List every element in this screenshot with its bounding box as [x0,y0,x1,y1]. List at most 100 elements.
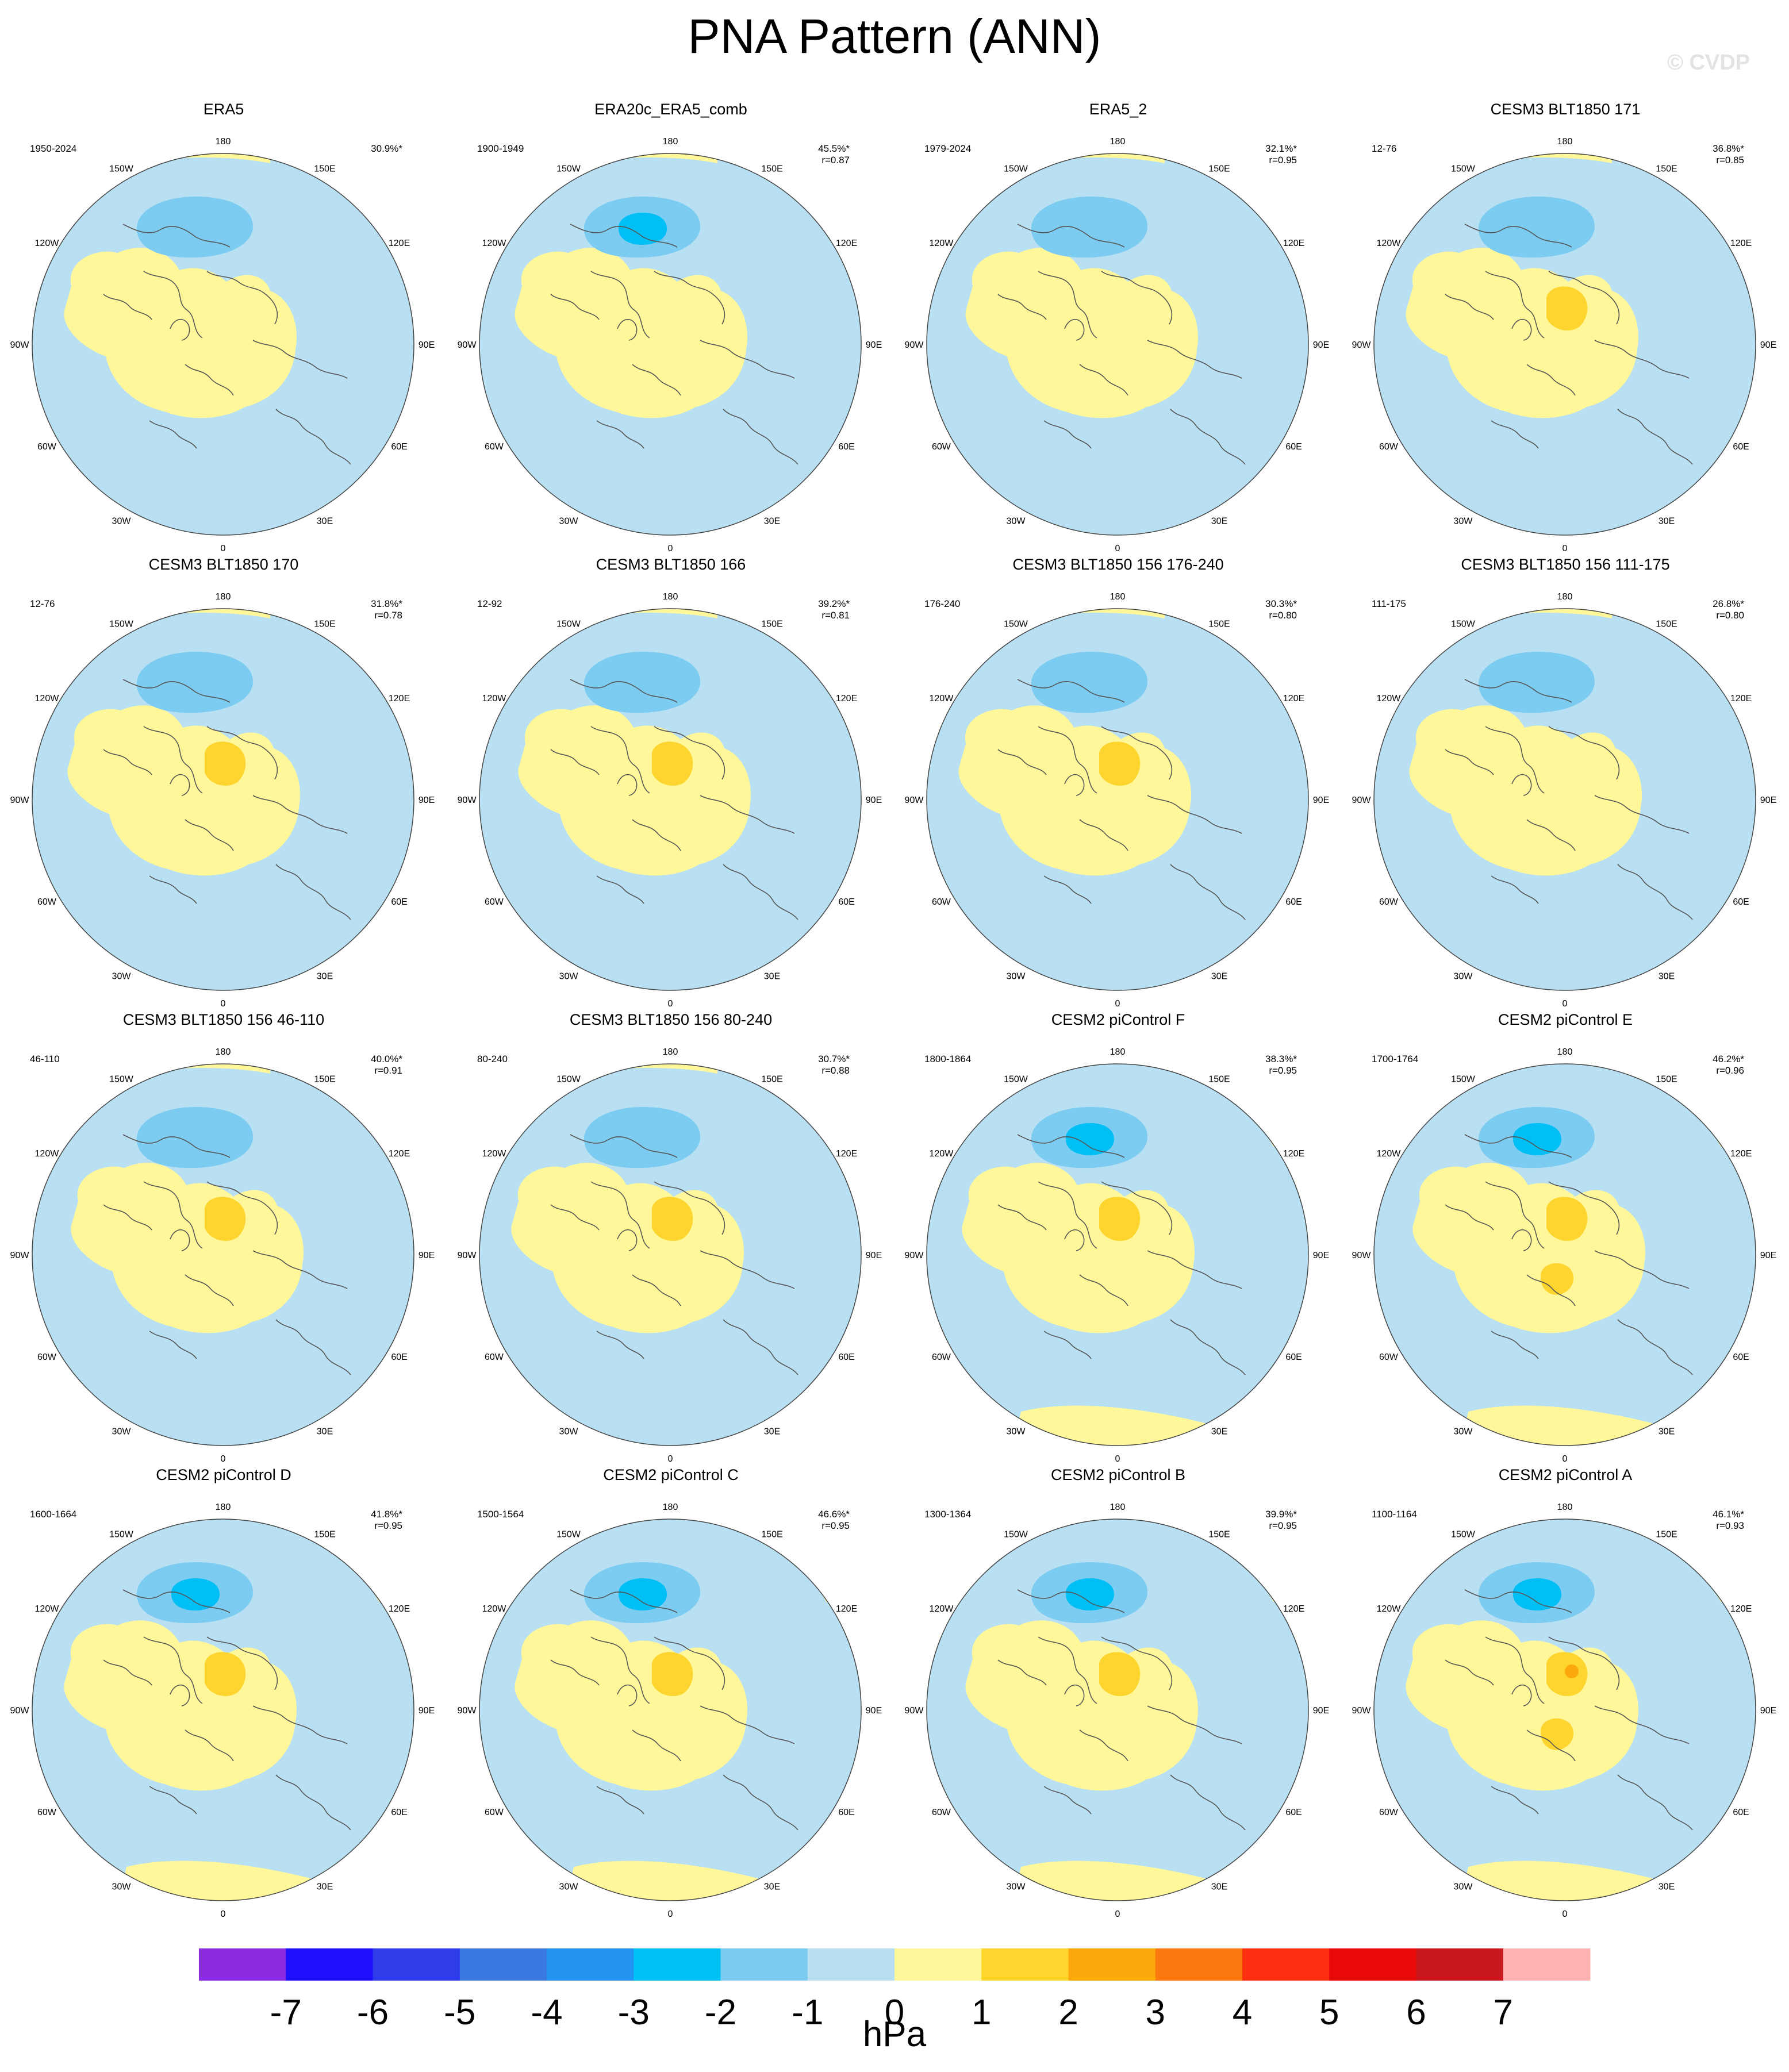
longitude-label: 30W [1007,972,1026,982]
longitude-label: 30W [112,517,132,526]
panel-title: ERA20c_ERA5_comb [594,101,747,118]
longitude-label: 0 [1115,1454,1120,1464]
pattern-correlation-label: r=0.95 [1269,155,1297,166]
field-contours [927,1064,1308,1446]
explained-variance-label: 32.1%* [1265,143,1297,154]
longitude-label: 150W [556,1074,581,1084]
longitude-label: 60W [485,442,504,452]
positive-anomaly-region [515,248,748,418]
longitude-label: 60W [37,442,57,452]
pacific-low-region [136,1107,253,1168]
map-panel: CESM2 piControl A 180 150E 120E 90E 60E 30E 0 30… [1342,1464,1789,1919]
polar-map: 180 150E 120E 90E 60E 30E 0 30W 60W 90W 120W 150W 46… [10,1047,435,1464]
longitude-label: 120W [35,1149,60,1159]
longitude-label: 60W [1379,897,1399,907]
longitude-label: 150E [314,619,335,629]
longitude-label: 90E [1313,1706,1329,1716]
pattern-correlation-label: r=0.93 [1716,1520,1744,1531]
pacific-low-region [1478,197,1595,258]
longitude-label: 0 [1563,999,1568,1009]
explained-variance-label: 39.9%* [1265,1509,1297,1520]
panel-title: CESM3 BLT1850 156 111-175 [1461,556,1670,573]
negative-anomaly-region [1015,444,1202,532]
map-boundary [1373,1519,1756,1901]
panel-title: CESM2 piControl E [1498,1011,1633,1028]
longitude-label: 150E [761,619,782,629]
map-panel: CESM3 BLT1850 156 111-175 180 150E 120E 90E 6… [1342,554,1789,1009]
explained-variance-label: 45.5%* [818,143,850,154]
longitude-label: 90E [1760,1251,1776,1260]
polar-map: 180 150E 120E 90E 60E 30E 0 30W 60W 90W 120W 150W 19… [458,137,882,553]
coastlines [103,224,351,465]
map-panel: ERA20c_ERA5_comb 180 150E 120E 90E 60E 30E 0 30W… [447,99,894,553]
longitude-label: 60W [485,1808,504,1817]
period-label: 1979-2024 [924,143,971,154]
longitude-label: 120E [1283,1149,1304,1159]
longitude-label: 90E [1313,795,1329,805]
longitude-label: 120W [482,694,507,704]
positive-anomaly-core [205,1652,246,1696]
period-label: 1700-1764 [1372,1054,1418,1064]
map-panel: CESM3 BLT1850 171 180 150E 120E 90E 60E 30E 0 30… [1342,99,1789,553]
positive-anomaly-core [205,741,246,786]
longitude-label: 0 [221,1454,226,1464]
polar-map: 180 150E 120E 90E 60E 30E 0 30W 60W 90W 120W 150W 15… [458,1502,882,1919]
period-label: 46-110 [30,1054,60,1064]
longitude-label: 30E [1211,1882,1227,1892]
polar-map: 180 150E 120E 90E 60E 30E 0 30W 60W 90W 120W 150W 19… [10,137,435,553]
pacific-low-region [583,652,700,713]
longitude-label: 90E [866,795,882,805]
longitude-label: 180 [1557,1047,1573,1057]
longitude-label: 0 [1115,999,1120,1009]
map-boundary [32,153,414,536]
colorbar-segment [981,1948,1069,1981]
pacific-low-region [1031,197,1147,258]
longitude-label: 0 [1115,544,1120,553]
longitude-label: 30E [764,1427,780,1437]
longitude-label: 0 [1563,544,1568,553]
longitude-label: 150W [1004,1074,1028,1084]
longitude-label: 90E [419,1251,435,1260]
panel-title: CESM2 piControl D [156,1466,291,1483]
longitude-label: 180 [663,592,678,602]
longitude-label: 150E [1656,1074,1677,1084]
polar-map: 180 150E 120E 90E 60E 30E 0 30W 60W 90W 120W 150W 18… [905,1047,1330,1464]
longitude-label: 180 [1110,592,1126,602]
field-contours [1374,609,1756,990]
longitude-label: 120W [930,694,954,704]
polar-map: 180 150E 120E 90E 60E 30E 0 30W 60W 90W 120W 150W 19… [905,137,1330,553]
pattern-correlation-label: r=0.80 [1716,610,1744,621]
pacific-low-core [618,213,667,245]
negative-anomaly-region [1015,899,1202,987]
explained-variance-label: 30.9%* [371,143,402,154]
longitude-label: 90E [1313,1251,1329,1260]
longitude-label: 180 [1557,1502,1573,1512]
negative-anomaly-region [121,444,308,532]
longitude-label: 0 [668,544,673,553]
polar-map: 180 150E 120E 90E 60E 30E 0 30W 60W 90W 120W 150W 12… [458,592,882,1009]
map-boundary [479,1063,862,1446]
explained-variance-label: 46.1%* [1713,1509,1744,1520]
period-label: 1950-2024 [30,143,76,154]
coastlines [1445,224,1693,465]
pacific-low-region [136,197,253,258]
longitude-label: 60W [932,442,951,452]
longitude-label: 150E [761,1529,782,1539]
positive-anomaly-region [64,248,297,418]
negative-anomaly-region [121,899,308,987]
polar-map: 180 150E 120E 90E 60E 30E 0 30W 60W 90W 120W 150W 80… [458,1047,882,1464]
field-contours [1374,1064,1756,1446]
field-contours [32,609,414,990]
field-contours [479,1064,861,1446]
longitude-label: 90W [905,795,924,805]
longitude-label: 60W [37,897,57,907]
longitude-label: 150E [1656,1529,1677,1539]
coastlines [550,1134,798,1375]
longitude-label: 150W [109,619,134,629]
explained-variance-label: 31.8%* [371,598,402,609]
longitude-label: 150W [1004,619,1028,629]
map-panel: CESM3 BLT1850 156 80-240 180 150E 120E 90E 60… [447,1009,894,1464]
colorbar-segment [1416,1948,1504,1981]
period-label: 176-240 [924,598,960,609]
period-label: 12-92 [477,598,502,609]
